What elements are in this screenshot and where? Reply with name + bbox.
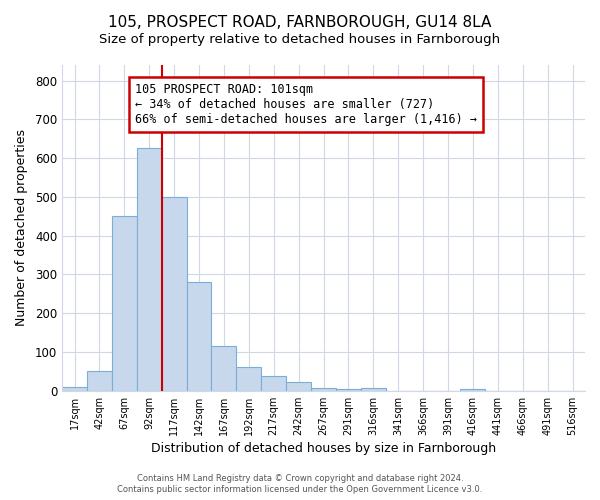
Bar: [460, 389, 485, 391]
Bar: [187, 282, 211, 391]
Text: 105, PROSPECT ROAD, FARNBOROUGH, GU14 8LA: 105, PROSPECT ROAD, FARNBOROUGH, GU14 8L…: [109, 15, 491, 30]
Text: Size of property relative to detached houses in Farnborough: Size of property relative to detached ho…: [100, 32, 500, 46]
Bar: [137, 148, 161, 391]
Bar: [62, 387, 87, 391]
Bar: [361, 388, 386, 391]
Bar: [261, 376, 286, 391]
Bar: [112, 216, 137, 391]
Bar: [311, 388, 336, 391]
Bar: [211, 346, 236, 391]
Bar: [87, 372, 112, 391]
X-axis label: Distribution of detached houses by size in Farnborough: Distribution of detached houses by size …: [151, 442, 496, 455]
Bar: [286, 382, 311, 391]
Text: 105 PROSPECT ROAD: 101sqm
← 34% of detached houses are smaller (727)
66% of semi: 105 PROSPECT ROAD: 101sqm ← 34% of detac…: [135, 83, 477, 126]
Y-axis label: Number of detached properties: Number of detached properties: [15, 130, 28, 326]
Bar: [336, 389, 361, 391]
Bar: [161, 197, 187, 391]
Text: Contains HM Land Registry data © Crown copyright and database right 2024.
Contai: Contains HM Land Registry data © Crown c…: [118, 474, 482, 494]
Bar: [236, 367, 261, 391]
